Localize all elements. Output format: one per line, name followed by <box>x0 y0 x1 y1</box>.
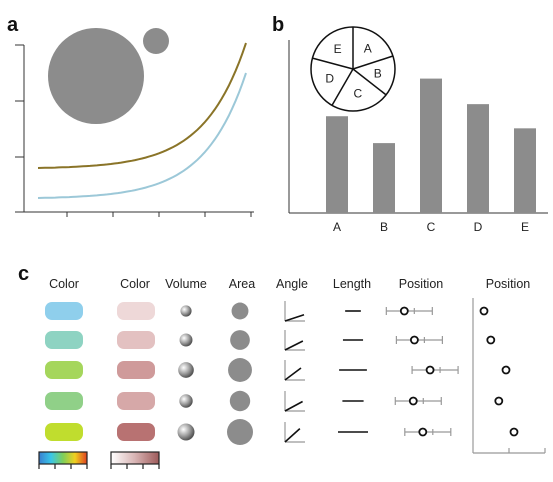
bar-D <box>467 104 489 213</box>
bar-group <box>326 78 536 213</box>
hue-swatch <box>45 392 83 410</box>
pie-divider <box>331 68 354 106</box>
bar-tick-label: E <box>521 220 529 234</box>
angle-ray <box>284 400 303 412</box>
bar-tick-labels: A B C D E <box>333 220 529 234</box>
bar-A <box>326 116 348 213</box>
common-position-point <box>501 365 511 375</box>
panel-b-label: b <box>272 14 284 36</box>
position-point <box>418 427 428 437</box>
bar-tick-label: B <box>380 220 388 234</box>
column-header: Color <box>120 277 150 291</box>
position-point <box>425 365 435 375</box>
shade-swatch <box>117 423 155 441</box>
encoding-row <box>45 330 496 351</box>
common-position-point <box>509 427 519 437</box>
shade-legend <box>110 451 160 469</box>
column-headers: Color Color Volume Area Angle Length Position P… <box>49 277 530 291</box>
color-legends <box>38 451 160 469</box>
column-header: Position <box>399 277 444 291</box>
pie-slice-label: A <box>364 42 372 56</box>
pie-divider <box>352 68 387 96</box>
column-header: Color <box>49 277 79 291</box>
shade-swatch <box>117 392 155 410</box>
pie-slice-label: C <box>353 87 362 101</box>
bar-C <box>420 78 442 213</box>
volume-sphere <box>179 333 193 347</box>
large-circle <box>48 28 144 124</box>
hue-legend <box>38 451 88 469</box>
angle-ray <box>284 313 305 322</box>
pie-slice-label: D <box>325 72 334 86</box>
shade-swatch <box>117 361 155 379</box>
pie-chart: ABC D E <box>310 26 396 112</box>
column-header: Position <box>486 277 531 291</box>
encoding-row <box>45 358 511 382</box>
bar-tick-label: A <box>333 220 341 234</box>
column-header: Length <box>333 277 371 291</box>
encoding-rows <box>45 301 519 445</box>
position-point <box>409 335 419 345</box>
common-position-point <box>479 306 489 316</box>
hue-swatch <box>45 302 83 320</box>
area-disc <box>231 302 249 320</box>
bar-tick-label: C <box>427 220 436 234</box>
volume-sphere <box>177 423 195 441</box>
angle-ray <box>284 340 304 351</box>
panel-a-x-ticks <box>66 212 252 217</box>
volume-sphere <box>178 362 194 378</box>
bar-tick-label: D <box>474 220 483 234</box>
common-position-axis <box>472 298 546 454</box>
angle-ray <box>284 367 302 381</box>
panel-c-label: c <box>18 263 29 285</box>
encoding-row <box>45 301 489 322</box>
pie-divider <box>352 55 394 70</box>
hue-swatch <box>45 423 83 441</box>
panel-a-y-ticks <box>15 44 24 158</box>
encoding-row <box>45 390 504 412</box>
position-point <box>399 306 409 316</box>
encoding-row <box>45 419 519 445</box>
hue-swatch <box>45 331 83 349</box>
pie-divider <box>312 57 354 70</box>
small-circle <box>143 28 169 54</box>
common-position-point <box>494 396 504 406</box>
angle-ray <box>284 428 301 443</box>
panel-a-label: a <box>7 14 19 36</box>
common-position-point <box>486 335 496 345</box>
volume-sphere <box>180 305 192 317</box>
column-header: Area <box>229 277 255 291</box>
bar-E <box>514 128 536 213</box>
column-header: Volume <box>165 277 207 291</box>
area-disc <box>228 358 252 382</box>
shade-swatch <box>117 302 155 320</box>
pie-slice-label: E <box>334 42 342 56</box>
blue-curve <box>37 72 247 199</box>
panel-c: c Color Color Volume Area Angle Length Positio… <box>18 263 546 469</box>
olive-curve <box>37 42 247 169</box>
area-disc <box>227 419 253 445</box>
area-disc <box>230 330 250 350</box>
bar-B <box>373 143 395 213</box>
panel-a: a <box>7 14 254 217</box>
area-disc <box>229 390 251 412</box>
column-header: Angle <box>276 277 308 291</box>
position-point <box>408 396 418 406</box>
hue-swatch <box>45 361 83 379</box>
shade-swatch <box>117 331 155 349</box>
volume-sphere <box>179 394 193 408</box>
pie-slice-label: B <box>374 66 382 80</box>
